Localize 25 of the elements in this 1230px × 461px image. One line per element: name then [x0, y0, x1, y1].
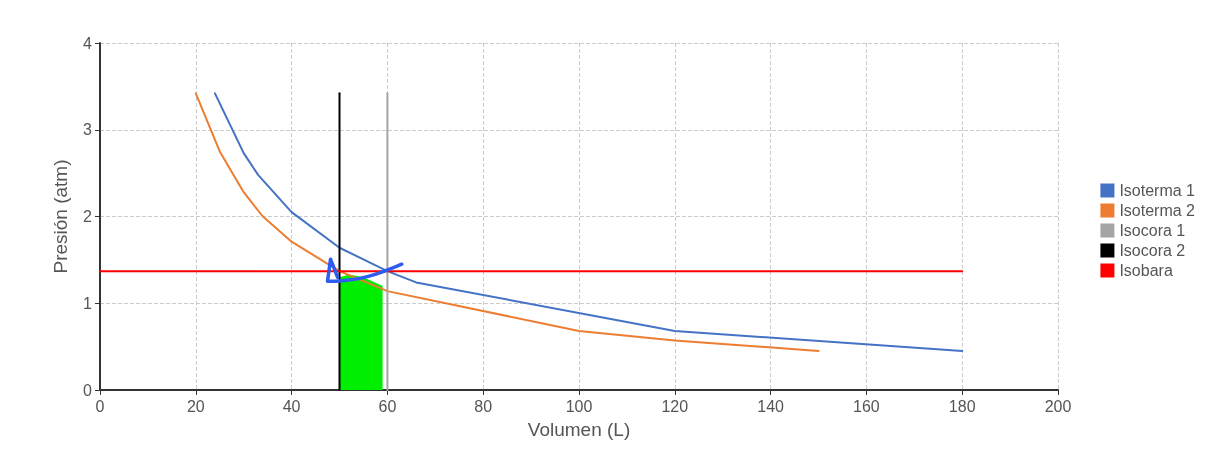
x-tick-label: 200 — [1044, 397, 1072, 415]
legend-label: Isoterma 1 — [1119, 182, 1196, 199]
x-tick-label: 160 — [853, 397, 880, 415]
x-tick-label: 140 — [757, 397, 785, 415]
y-tick-label: 2 — [83, 208, 93, 225]
x-tick-label: 60 — [378, 397, 397, 415]
x-tick-label: 40 — [282, 397, 301, 415]
legend-label: Isocora 2 — [1119, 242, 1186, 259]
line-series — [194, 92, 820, 352]
x-tick-label: 80 — [474, 397, 493, 415]
y-tick-label: 3 — [83, 121, 93, 139]
x-tick-label: 20 — [186, 397, 205, 415]
legend-label: Isocora 1 — [1119, 222, 1186, 239]
x-tick-label: 100 — [565, 397, 593, 415]
x-tick-label: 180 — [948, 397, 976, 415]
x-tick-label: 120 — [661, 397, 689, 415]
y-tick-label: 1 — [83, 294, 93, 312]
legend-label: Isoterma 2 — [1119, 202, 1196, 219]
y-axis-title: Presión (atm) — [50, 159, 71, 274]
y-tick-label: 0 — [83, 381, 93, 399]
x-tick-label: 0 — [95, 397, 105, 415]
x-axis-title: Volumen (L) — [527, 419, 631, 440]
y-tick-label: 4 — [83, 34, 93, 52]
line-series — [213, 92, 964, 352]
legend-label: Isobara — [1119, 262, 1173, 279]
